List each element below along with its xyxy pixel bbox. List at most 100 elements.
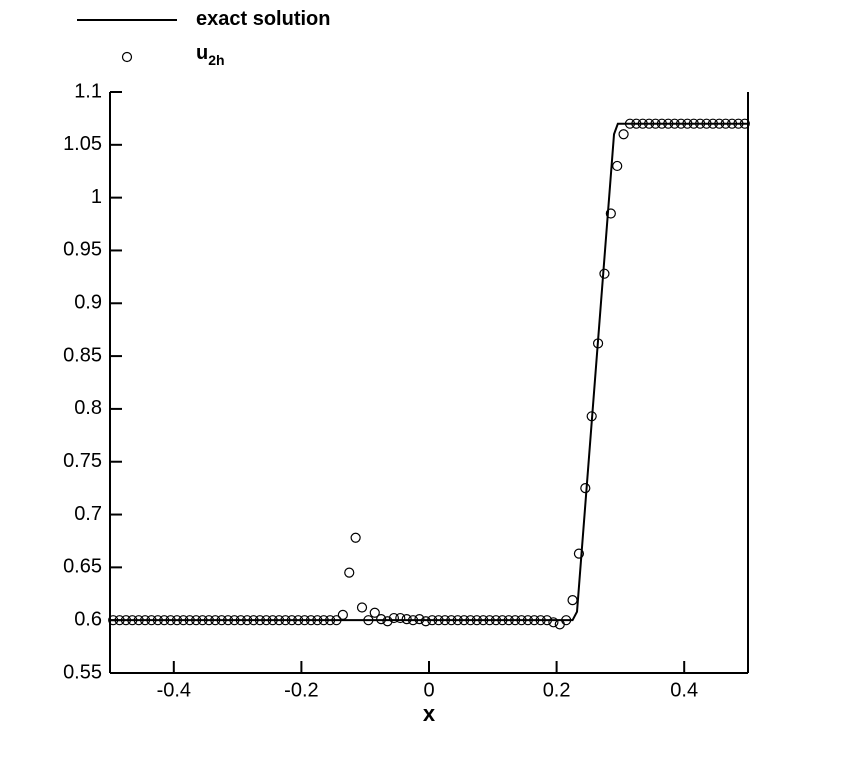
data-point xyxy=(637,118,648,129)
data-point xyxy=(331,615,342,626)
data-point xyxy=(235,615,246,626)
data-point xyxy=(624,118,636,129)
data-point xyxy=(707,118,719,129)
data-point xyxy=(548,617,559,628)
data-point xyxy=(299,615,310,626)
data-point xyxy=(350,532,361,543)
y-tick-label: 1 xyxy=(91,186,102,208)
data-point xyxy=(152,615,163,626)
data-point xyxy=(312,615,323,626)
data-point xyxy=(580,483,591,494)
y-tick-label: 0.55 xyxy=(63,661,102,683)
data-point xyxy=(273,615,285,626)
data-point xyxy=(433,615,444,626)
data-point xyxy=(293,615,304,626)
data-point xyxy=(127,615,138,626)
y-tick-label: 0.95 xyxy=(63,239,102,261)
data-point xyxy=(356,602,368,613)
data-point xyxy=(503,615,514,626)
data-point xyxy=(197,615,208,626)
y-tick-label: 0.85 xyxy=(63,344,102,366)
x-tick-label: -0.2 xyxy=(284,679,318,701)
data-point xyxy=(395,612,406,624)
data-point xyxy=(133,615,144,626)
y-tick-label: 0.9 xyxy=(74,292,102,314)
data-point xyxy=(248,615,259,626)
data-point xyxy=(733,118,744,129)
data-point xyxy=(669,118,680,129)
data-point xyxy=(210,615,221,626)
x-tick-label: 0.2 xyxy=(543,679,571,701)
data-point xyxy=(541,615,553,626)
data-point xyxy=(739,118,750,129)
data-point xyxy=(178,615,189,626)
data-point xyxy=(146,615,157,626)
data-point xyxy=(382,616,393,627)
data-point xyxy=(497,615,508,626)
data-point xyxy=(663,118,674,129)
data-point xyxy=(254,615,266,626)
data-point xyxy=(159,615,170,626)
data-point xyxy=(427,615,438,626)
data-point xyxy=(529,615,540,626)
y-tick-label: 0.75 xyxy=(63,450,102,472)
x-tick-label: 0 xyxy=(423,679,434,701)
data-point xyxy=(261,615,272,626)
data-point xyxy=(452,615,463,626)
x-axis-label: x xyxy=(423,701,436,726)
data-point xyxy=(567,595,578,606)
data-point xyxy=(599,268,610,279)
data-point xyxy=(229,615,240,626)
data-point xyxy=(458,615,470,626)
legend-label: u2h xyxy=(196,42,225,67)
y-tick-label: 0.8 xyxy=(74,397,102,419)
data-point xyxy=(720,118,731,129)
y-tick-label: 0.6 xyxy=(74,608,102,630)
data-point xyxy=(714,118,725,129)
data-point xyxy=(484,615,495,626)
legend-name: u xyxy=(196,42,208,64)
data-point xyxy=(222,615,234,626)
data-point xyxy=(650,118,661,129)
data-point xyxy=(644,118,655,129)
data-point xyxy=(184,615,195,626)
data-point xyxy=(561,615,572,626)
data-point xyxy=(701,118,712,129)
data-point xyxy=(286,615,297,626)
y-tick-label: 1.1 xyxy=(74,80,102,102)
data-point xyxy=(675,118,687,129)
data-point xyxy=(114,615,125,626)
legend-label: exact solution xyxy=(196,8,330,30)
y-tick-label: 0.7 xyxy=(74,503,102,525)
data-point xyxy=(682,118,693,129)
data-point xyxy=(280,615,291,626)
data-point xyxy=(554,619,565,630)
data-point xyxy=(618,129,629,140)
data-point xyxy=(401,614,412,625)
y-tick-label: 0.65 xyxy=(63,556,102,578)
data-point xyxy=(726,118,738,129)
x-tick-label: 0.4 xyxy=(670,679,698,701)
data-point xyxy=(535,615,546,626)
data-point xyxy=(605,208,616,219)
data-point xyxy=(363,615,374,626)
data-point xyxy=(478,615,489,626)
data-point xyxy=(267,615,278,626)
data-point xyxy=(337,609,348,621)
data-point xyxy=(522,615,533,626)
data-point xyxy=(490,615,502,626)
data-point xyxy=(407,615,419,626)
legend-marker xyxy=(121,51,133,63)
data-point xyxy=(510,615,521,626)
data-point xyxy=(439,615,451,626)
x-tick-label: -0.4 xyxy=(157,679,191,701)
data-point xyxy=(191,615,202,626)
data-point xyxy=(376,614,387,625)
data-point xyxy=(656,118,667,129)
data-point xyxy=(242,615,253,626)
data-point xyxy=(139,615,151,626)
data-point xyxy=(586,411,597,422)
data-point xyxy=(108,615,119,626)
